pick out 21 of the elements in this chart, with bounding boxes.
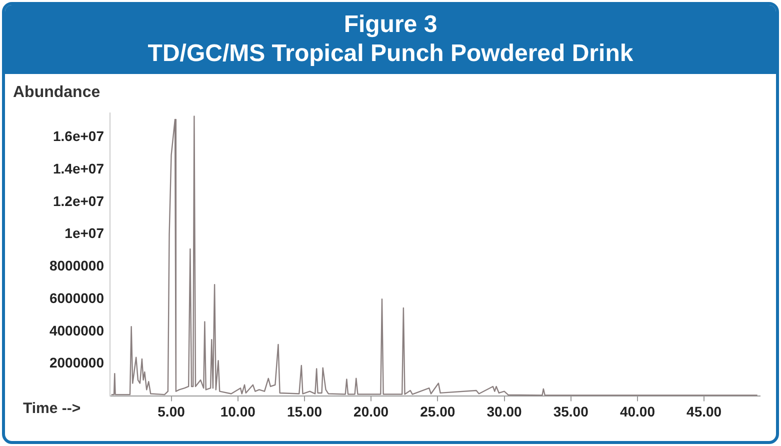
y-tick-label: 8000000: [49, 258, 104, 274]
chart-title: Figure 3: [342, 10, 438, 39]
y-tick-label: 6000000: [49, 290, 104, 306]
chart-subtitle: TD/GC/MS Tropical Punch Powdered Drink: [146, 39, 634, 68]
y-tick-label: 1.2e+07: [53, 192, 104, 209]
x-axis-title: Time -->: [23, 400, 81, 417]
y-tick-label: 1.6e+07: [53, 128, 104, 144]
y-tick-label: 1.4e+07: [53, 160, 104, 176]
x-tick-label: 40.00: [620, 403, 656, 420]
y-tick-label: 4000000: [49, 322, 104, 338]
x-tick-label: 10.00: [220, 403, 256, 420]
y-axis-title: Abundance: [13, 84, 100, 102]
y-tick-label: 1e+07: [64, 225, 104, 242]
x-tick-label: 30.00: [486, 403, 522, 420]
y-tick-label: 2000000: [49, 354, 104, 371]
x-tick-label: 5.00: [158, 403, 186, 420]
x-tick-label: 15.00: [286, 403, 322, 420]
x-tick-label: 20.00: [354, 403, 389, 420]
x-tick-label: 35.00: [553, 403, 589, 420]
x-tick-label: 25.00: [420, 403, 456, 420]
x-tick-label: 45.00: [686, 403, 722, 420]
